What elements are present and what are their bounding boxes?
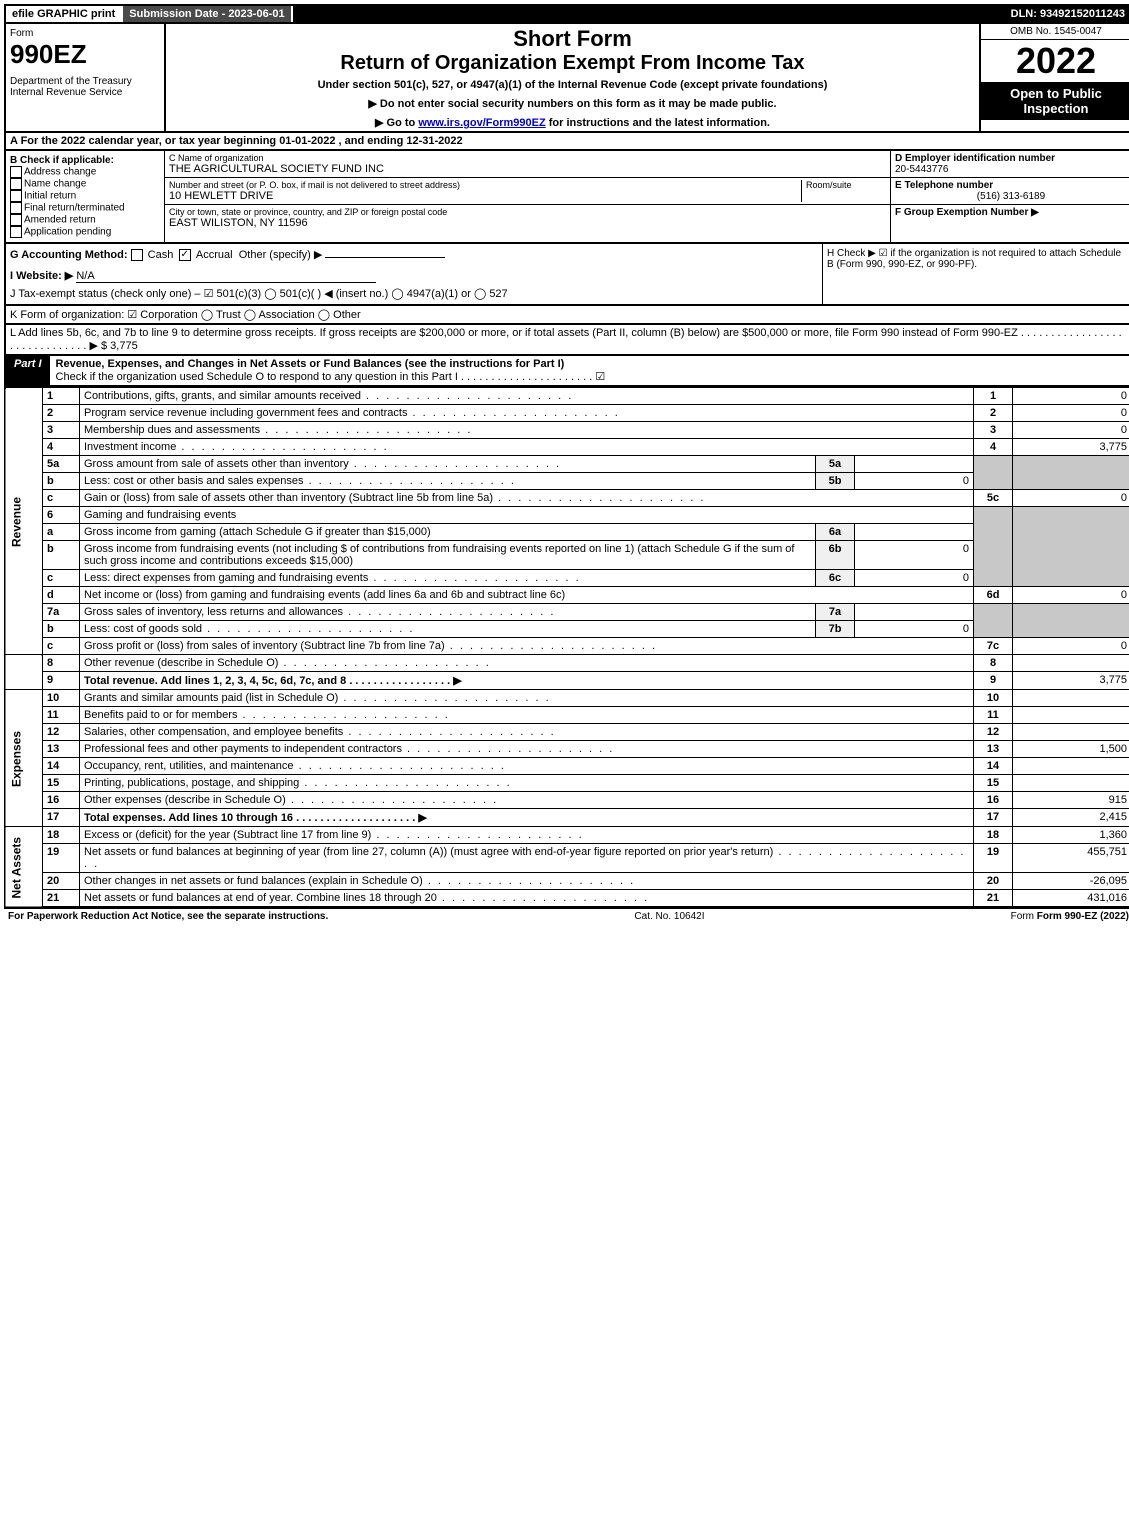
short-form-title: Short Form (172, 26, 973, 52)
part1-tab: Part I (6, 356, 50, 385)
city-cell: City or town, state or province, country… (165, 205, 890, 231)
main-title: Return of Organization Exempt From Incom… (172, 52, 973, 75)
g-label: G Accounting Method: (10, 249, 131, 261)
chk-cash[interactable] (131, 249, 143, 261)
row-gh: G Accounting Method: Cash Accrual Other … (4, 244, 1129, 306)
row-l-val: 3,775 (110, 340, 138, 352)
street: 10 HEWLETT DRIVE (169, 190, 801, 202)
form-number: 990EZ (10, 39, 160, 70)
chk-pending[interactable]: Application pending (10, 226, 160, 238)
chk-initial[interactable]: Initial return (10, 190, 160, 202)
row-k: K Form of organization: ☑ Corporation ◯ … (4, 306, 1129, 325)
phone-label: E Telephone number (895, 180, 1127, 191)
tax-year: 2022 (981, 40, 1129, 82)
col-b: B Check if applicable: Address change Na… (6, 151, 165, 242)
part1-header: Part I Revenue, Expenses, and Changes in… (4, 356, 1129, 387)
open-inspection: Open to Public Inspection (981, 82, 1129, 120)
col-b-head: B Check if applicable: (10, 155, 160, 166)
ein-value: 20-5443776 (895, 164, 1127, 175)
header-center: Short Form Return of Organization Exempt… (166, 24, 979, 131)
i-label: I Website: ▶ (10, 270, 73, 282)
topbar-spacer (293, 6, 1005, 22)
chk-final[interactable]: Final return/terminated (10, 202, 160, 214)
part1-title: Revenue, Expenses, and Changes in Net As… (50, 356, 1129, 385)
group-label: F Group Exemption Number ▶ (895, 207, 1039, 218)
footer-mid: Cat. No. 10642I (634, 911, 704, 922)
row-l: L Add lines 5b, 6c, and 7b to line 9 to … (4, 325, 1129, 356)
header-right: OMB No. 1545-0047 2022 Open to Public In… (979, 24, 1129, 131)
side-revenue: Revenue (5, 388, 43, 655)
submission-date: Submission Date - 2023-06-01 (123, 6, 292, 22)
footer-right: Form Form 990-EZ (2022) (1011, 911, 1129, 922)
row-h: H Check ▶ ☑ if the organization is not r… (822, 244, 1129, 304)
side-netassets: Net Assets (5, 827, 43, 908)
department-label: Department of the Treasury Internal Reve… (10, 76, 160, 98)
irs-link[interactable]: www.irs.gov/Form990EZ (418, 117, 545, 129)
row-l-text: L Add lines 5b, 6c, and 7b to line 9 to … (10, 327, 1122, 352)
efile-label: efile GRAPHIC print (6, 6, 123, 22)
chk-amended[interactable]: Amended return (10, 214, 160, 226)
row-g: G Accounting Method: Cash Accrual Other … (6, 244, 822, 304)
ein-label: D Employer identification number (895, 153, 1127, 164)
chk-name[interactable]: Name change (10, 178, 160, 190)
side-expenses: Expenses (5, 690, 43, 827)
city: EAST WILISTON, NY 11596 (169, 217, 886, 229)
city-label: City or town, state or province, country… (169, 207, 886, 217)
other-specify[interactable] (325, 257, 445, 258)
group-cell: F Group Exemption Number ▶ (891, 205, 1129, 220)
section-a: A For the 2022 calendar year, or tax yea… (4, 133, 1129, 151)
subtitle: Under section 501(c), 527, or 4947(a)(1)… (172, 79, 973, 91)
phone-cell: E Telephone number (516) 313-6189 (891, 178, 1129, 205)
street-label: Number and street (or P. O. box, if mail… (169, 180, 801, 190)
chk-accrual[interactable] (179, 249, 191, 261)
note-link: ▶ Go to www.irs.gov/Form990EZ for instru… (172, 116, 973, 129)
info-grid: B Check if applicable: Address change Na… (4, 151, 1129, 244)
phone-value: (516) 313-6189 (895, 191, 1127, 202)
lines-table: Revenue 1 Contributions, gifts, grants, … (4, 387, 1129, 908)
row-j: J Tax-exempt status (check only one) – ☑… (10, 287, 818, 300)
form-header: Form 990EZ Department of the Treasury In… (4, 24, 1129, 133)
form-label: Form (10, 28, 160, 39)
org-name-label: C Name of organization (169, 153, 886, 163)
header-left: Form 990EZ Department of the Treasury In… (6, 24, 166, 131)
dln-label: DLN: 93492152011243 (1005, 6, 1129, 22)
website-value: N/A (76, 270, 376, 283)
ein-cell: D Employer identification number 20-5443… (891, 151, 1129, 178)
room-label: Room/suite (806, 180, 886, 190)
part1-sub: Check if the organization used Schedule … (56, 371, 606, 383)
org-name: THE AGRICULTURAL SOCIETY FUND INC (169, 163, 886, 175)
footer-left: For Paperwork Reduction Act Notice, see … (8, 911, 328, 922)
org-name-cell: C Name of organization THE AGRICULTURAL … (165, 151, 890, 178)
top-bar: efile GRAPHIC print Submission Date - 20… (4, 4, 1129, 24)
street-cell: Number and street (or P. O. box, if mail… (165, 178, 890, 205)
note2-pre: ▶ Go to (375, 117, 418, 129)
col-de: D Employer identification number 20-5443… (890, 151, 1129, 242)
note-no-ssn: ▶ Do not enter social security numbers o… (172, 97, 973, 110)
omb-number: OMB No. 1545-0047 (981, 24, 1129, 40)
chk-address[interactable]: Address change (10, 166, 160, 178)
page-footer: For Paperwork Reduction Act Notice, see … (4, 908, 1129, 924)
note2-post: for instructions and the latest informat… (549, 117, 770, 129)
col-c: C Name of organization THE AGRICULTURAL … (165, 151, 890, 242)
